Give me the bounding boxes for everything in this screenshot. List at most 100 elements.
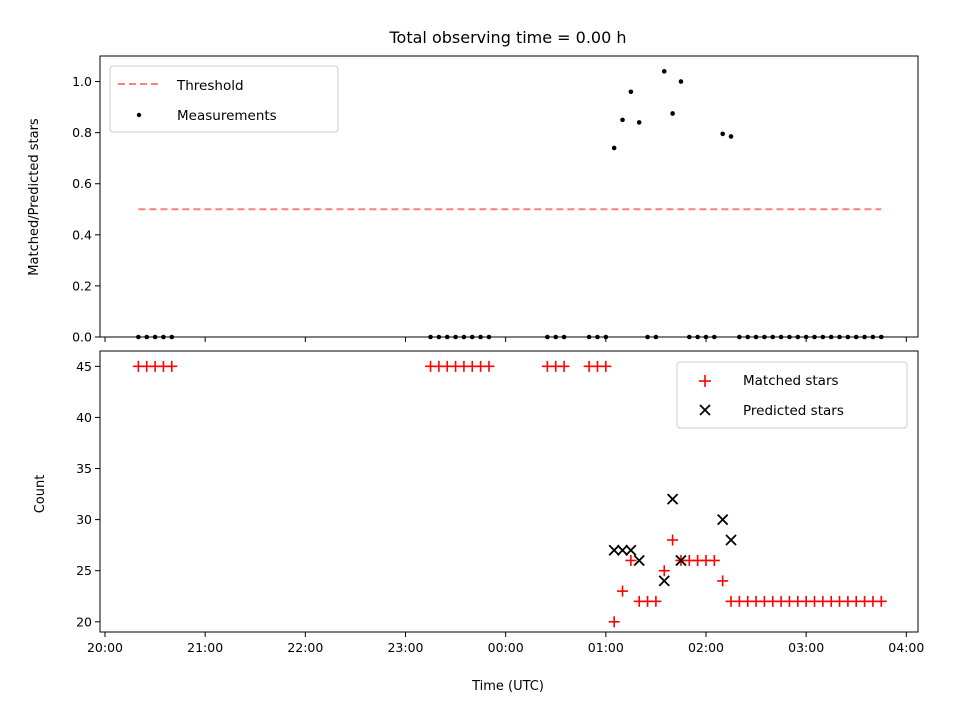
measurement-point xyxy=(561,334,567,340)
measurement-point xyxy=(778,334,784,340)
measurement-point xyxy=(469,334,475,340)
measurement-point xyxy=(144,334,150,340)
legend-matched-swatch xyxy=(699,375,711,387)
x-tick-label: 23:00 xyxy=(387,640,423,655)
measurement-point xyxy=(728,134,734,139)
measurement-point xyxy=(795,334,801,340)
predicted-star-marker xyxy=(666,493,679,505)
matched-star-marker xyxy=(650,595,662,607)
matched-star-marker xyxy=(658,565,670,577)
measurement-point xyxy=(837,334,842,340)
ratio-panel: Total observing time = 0.00 h Matched/Pr… xyxy=(27,28,919,345)
top-y-tick-label: 0.2 xyxy=(72,278,92,293)
bottom-y-tick-label: 30 xyxy=(76,512,92,527)
measurement-point xyxy=(603,334,609,340)
top-plot-area: 0.0 0.2 0.4 0.6 0.8 1.0 xyxy=(72,55,919,345)
x-tick-label: 22:00 xyxy=(287,640,323,655)
matched-star-marker xyxy=(617,585,629,597)
measurement-point xyxy=(853,334,859,340)
predicted-star-marker xyxy=(717,513,729,526)
measurement-point xyxy=(737,334,742,340)
measurement-point xyxy=(770,334,776,340)
matched-star-marker xyxy=(558,360,570,372)
measurement-point xyxy=(803,334,809,340)
measurement-point xyxy=(870,334,876,340)
measurement-point xyxy=(862,334,867,340)
bottom-y-tick-label: 20 xyxy=(76,614,92,629)
matched-star-marker xyxy=(875,595,887,607)
measurement-point xyxy=(845,334,851,340)
matched-star-marker xyxy=(608,616,620,628)
measurement-point xyxy=(812,334,817,340)
bottom-frame xyxy=(99,350,919,633)
measurement-point xyxy=(678,79,684,84)
top-frame xyxy=(99,55,919,338)
measurement-point xyxy=(611,145,617,151)
matched-star-marker xyxy=(600,360,612,372)
measurement-point xyxy=(878,334,884,340)
measurement-point xyxy=(745,334,751,340)
measurement-point xyxy=(620,117,625,123)
measurement-point xyxy=(453,334,458,340)
measurement-point xyxy=(478,334,483,340)
top-y-tick-label: 1.0 xyxy=(72,74,92,89)
bottom-legend-box xyxy=(676,361,908,429)
matched-star-marker xyxy=(717,575,729,587)
measurement-point xyxy=(461,334,467,340)
measurement-point xyxy=(136,334,141,340)
predicted-star-marker xyxy=(608,544,620,556)
predicted-star-marker xyxy=(675,554,687,567)
measurement-point xyxy=(553,334,559,340)
legend-predicted-swatch xyxy=(699,404,711,416)
measurement-point xyxy=(686,334,692,340)
predicted-star-marker xyxy=(725,534,737,546)
measurement-point xyxy=(787,334,792,340)
measurement-point xyxy=(444,334,450,340)
measurement-point xyxy=(712,334,717,340)
measurement-point xyxy=(161,334,166,340)
measurement-point xyxy=(645,334,650,340)
matched-star-marker xyxy=(483,360,495,372)
measurement-point xyxy=(152,334,158,340)
x-tick-label: 04:00 xyxy=(888,640,924,655)
measurement-point xyxy=(820,334,826,340)
legend-threshold-label: Threshold xyxy=(176,78,244,94)
matched-star-marker xyxy=(625,554,637,566)
bottom-y-tick-label: 25 xyxy=(76,563,92,578)
top-y-tick-label: 0.6 xyxy=(72,176,92,191)
measurement-point xyxy=(436,334,442,340)
measurement-point xyxy=(695,334,700,340)
measurement-point xyxy=(595,334,600,340)
top-y-tick-label: 0.4 xyxy=(72,227,92,242)
matched-star-marker xyxy=(166,360,178,372)
top-legend-box xyxy=(109,65,339,133)
predicted-star-marker xyxy=(633,554,645,567)
measurement-point xyxy=(661,69,667,74)
top-y-tick-label: 0.0 xyxy=(72,330,92,345)
bottom-y-tick-label: 35 xyxy=(76,461,92,476)
top-legend: Threshold Measurements xyxy=(109,65,339,133)
bottom-plot-area: 20 25 30 35 40 45 20:00 21:00 22:00 23:00 00:00 01:… xyxy=(76,350,924,655)
measurement-point xyxy=(828,334,834,340)
measurement-point xyxy=(720,131,725,137)
x-tick-label: 20:00 xyxy=(87,640,123,655)
predicted-star-marker xyxy=(658,575,670,587)
x-axis-label: Time (UTC) xyxy=(471,679,544,694)
x-tick-label: 03:00 xyxy=(788,640,824,655)
matched-star-marker xyxy=(667,534,679,546)
chart-title: Total observing time = 0.00 h xyxy=(388,28,626,47)
bottom-legend: Matched stars Predicted stars xyxy=(676,361,908,429)
legend-measurements-label: Measurements xyxy=(177,108,277,124)
predicted-star-marker xyxy=(616,544,629,556)
bottom-y-tick-label: 40 xyxy=(76,410,92,425)
legend-measurements-swatch xyxy=(136,112,142,118)
legend-predicted-label: Predicted stars xyxy=(743,403,844,419)
matched-star-marker xyxy=(708,554,720,566)
measurement-point xyxy=(762,334,767,340)
measurement-point xyxy=(628,89,634,95)
measurement-point xyxy=(653,334,659,340)
x-tick-label: 21:00 xyxy=(187,640,223,655)
measurement-point xyxy=(545,334,550,340)
